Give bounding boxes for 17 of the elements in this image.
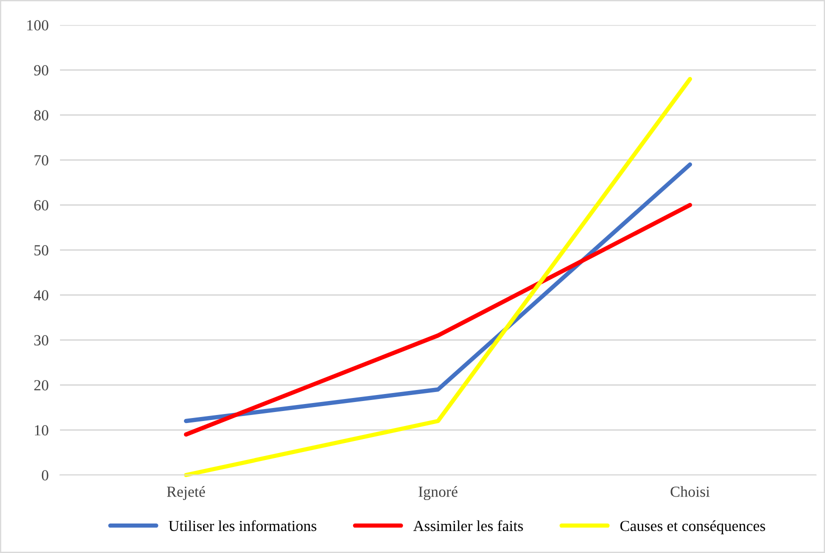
y-tick-label: 10 bbox=[34, 425, 48, 436]
y-tick-label: 30 bbox=[34, 335, 48, 346]
y-tick-label: 20 bbox=[34, 380, 48, 390]
y-tick-label: 50 bbox=[34, 245, 48, 256]
legend-label: Causes et conséquences bbox=[620, 520, 766, 534]
x-tick-label: Ignoré bbox=[418, 486, 458, 500]
y-tick-label: 90 bbox=[34, 65, 48, 76]
y-tick-label: 80 bbox=[34, 110, 48, 120]
y-tick-label: 100 bbox=[27, 20, 48, 30]
y-tick-label: 40 bbox=[34, 290, 48, 300]
legend-label: Utiliser les informations bbox=[168, 520, 316, 532]
x-tick-label: Choisi bbox=[670, 486, 710, 497]
y-tick-label: 70 bbox=[34, 155, 48, 166]
y-tick-label: 0 bbox=[42, 470, 48, 480]
legend-label: Assimiler les faits bbox=[413, 520, 523, 532]
y-tick-label: 60 bbox=[34, 200, 48, 210]
x-tick-label: Rejeté bbox=[166, 486, 205, 500]
